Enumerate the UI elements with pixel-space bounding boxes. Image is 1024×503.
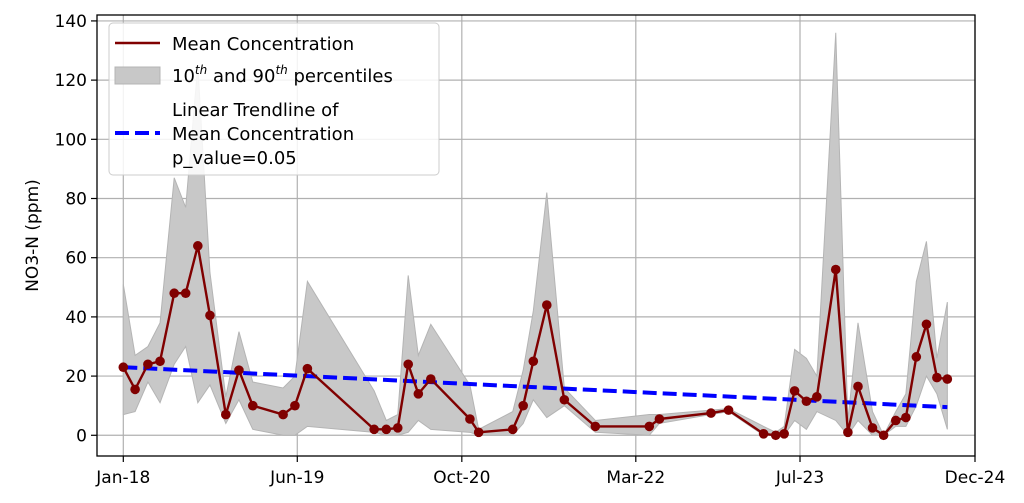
mean-point bbox=[234, 365, 244, 375]
mean-point bbox=[247, 400, 258, 411]
legend-trend-label-line2: Mean Concentration bbox=[172, 124, 354, 145]
mean-point bbox=[392, 423, 403, 433]
y-tick-label: 120 bbox=[55, 71, 87, 91]
legend-band-label-b: and 90 bbox=[207, 66, 275, 87]
y-tick-label: 40 bbox=[65, 308, 87, 328]
y-tick-label: 140 bbox=[55, 12, 87, 32]
mean-point bbox=[507, 424, 518, 435]
mean-point bbox=[180, 288, 191, 299]
mean-point bbox=[193, 241, 203, 251]
legend-band-sup-a: th bbox=[195, 63, 207, 77]
y-tick-label: 100 bbox=[55, 130, 87, 150]
percentile-band-layer bbox=[122, 32, 948, 437]
plot-frame bbox=[96, 14, 976, 457]
mean-point bbox=[155, 356, 165, 367]
ticks: Jan-18 Jun-19 Oct-20 Mar-22 Jul-23 Dec-24 0 20 4… bbox=[55, 12, 1006, 488]
x-tick-label: Jul-23 bbox=[775, 468, 824, 488]
percentile-band-area bbox=[122, 32, 948, 437]
mean-point bbox=[723, 405, 734, 415]
mean-point bbox=[290, 400, 300, 411]
legend-band-label-c: percentiles bbox=[288, 66, 393, 87]
mean-point bbox=[465, 414, 475, 424]
mean-point bbox=[473, 427, 484, 438]
y-tick-label: 80 bbox=[65, 190, 87, 210]
mean-point bbox=[559, 394, 570, 405]
mean-point bbox=[789, 386, 800, 396]
mean-point bbox=[921, 319, 932, 330]
legend-band-sup-b: th bbox=[275, 63, 287, 77]
mean-point bbox=[901, 412, 911, 423]
mean-point bbox=[302, 363, 313, 374]
mean-point bbox=[403, 359, 414, 370]
mean-point bbox=[878, 430, 889, 441]
x-tick-label: Dec-24 bbox=[945, 468, 1006, 488]
mean-point bbox=[221, 409, 231, 420]
mean-point bbox=[770, 430, 781, 441]
mean-point bbox=[644, 421, 655, 432]
legend-band-label: 10th and 90th percentiles bbox=[172, 63, 393, 87]
y-tick-label: 20 bbox=[65, 367, 87, 387]
mean-point bbox=[130, 384, 140, 395]
mean-point bbox=[278, 409, 288, 420]
legend-band-label-a: 10 bbox=[172, 66, 195, 87]
mean-point bbox=[830, 264, 841, 275]
legend-box bbox=[108, 22, 440, 176]
mean-point bbox=[118, 362, 129, 373]
mean-point bbox=[843, 427, 853, 438]
x-tick-label: Mar-22 bbox=[606, 468, 665, 488]
mean-point bbox=[932, 372, 942, 383]
mean-point bbox=[528, 356, 539, 367]
legend-band-swatch bbox=[114, 66, 161, 85]
mean-point bbox=[942, 374, 953, 384]
x-tick-label: Jan-18 bbox=[95, 468, 150, 488]
mean-point bbox=[590, 421, 601, 432]
legend-mean-label: Mean Concentration bbox=[172, 34, 354, 55]
y-tick-label: 60 bbox=[65, 249, 87, 269]
y-axis-label: NO3-N (ppm) bbox=[23, 179, 43, 292]
mean-point bbox=[426, 374, 436, 384]
mean-point bbox=[706, 408, 716, 418]
legend: Mean Concentration 10th and 90th percent… bbox=[108, 22, 440, 176]
mean-point bbox=[518, 400, 528, 411]
mean-point bbox=[801, 396, 812, 407]
legend-trend-label-line3: p_value=0.05 bbox=[172, 148, 297, 169]
mean-point bbox=[143, 359, 153, 370]
mean-point bbox=[867, 423, 878, 433]
x-tick-label: Jun-19 bbox=[269, 468, 324, 488]
mean-point bbox=[381, 424, 392, 435]
mean-point bbox=[779, 429, 789, 439]
mean-point bbox=[853, 381, 863, 392]
mean-point bbox=[758, 429, 769, 439]
mean-point bbox=[541, 300, 552, 310]
y-tick-label: 0 bbox=[76, 426, 87, 446]
mean-point bbox=[169, 288, 180, 299]
mean-point bbox=[369, 424, 379, 435]
mean-point bbox=[890, 415, 901, 426]
mean-point bbox=[413, 389, 424, 399]
legend-trend-label-line1: Linear Trendline of bbox=[172, 100, 339, 121]
x-tick-label: Oct-20 bbox=[433, 468, 490, 488]
mean-point bbox=[911, 352, 922, 362]
mean-point bbox=[205, 310, 215, 321]
mean-point bbox=[654, 414, 665, 424]
mean-series-layer bbox=[118, 241, 953, 441]
mean-point bbox=[812, 392, 822, 402]
